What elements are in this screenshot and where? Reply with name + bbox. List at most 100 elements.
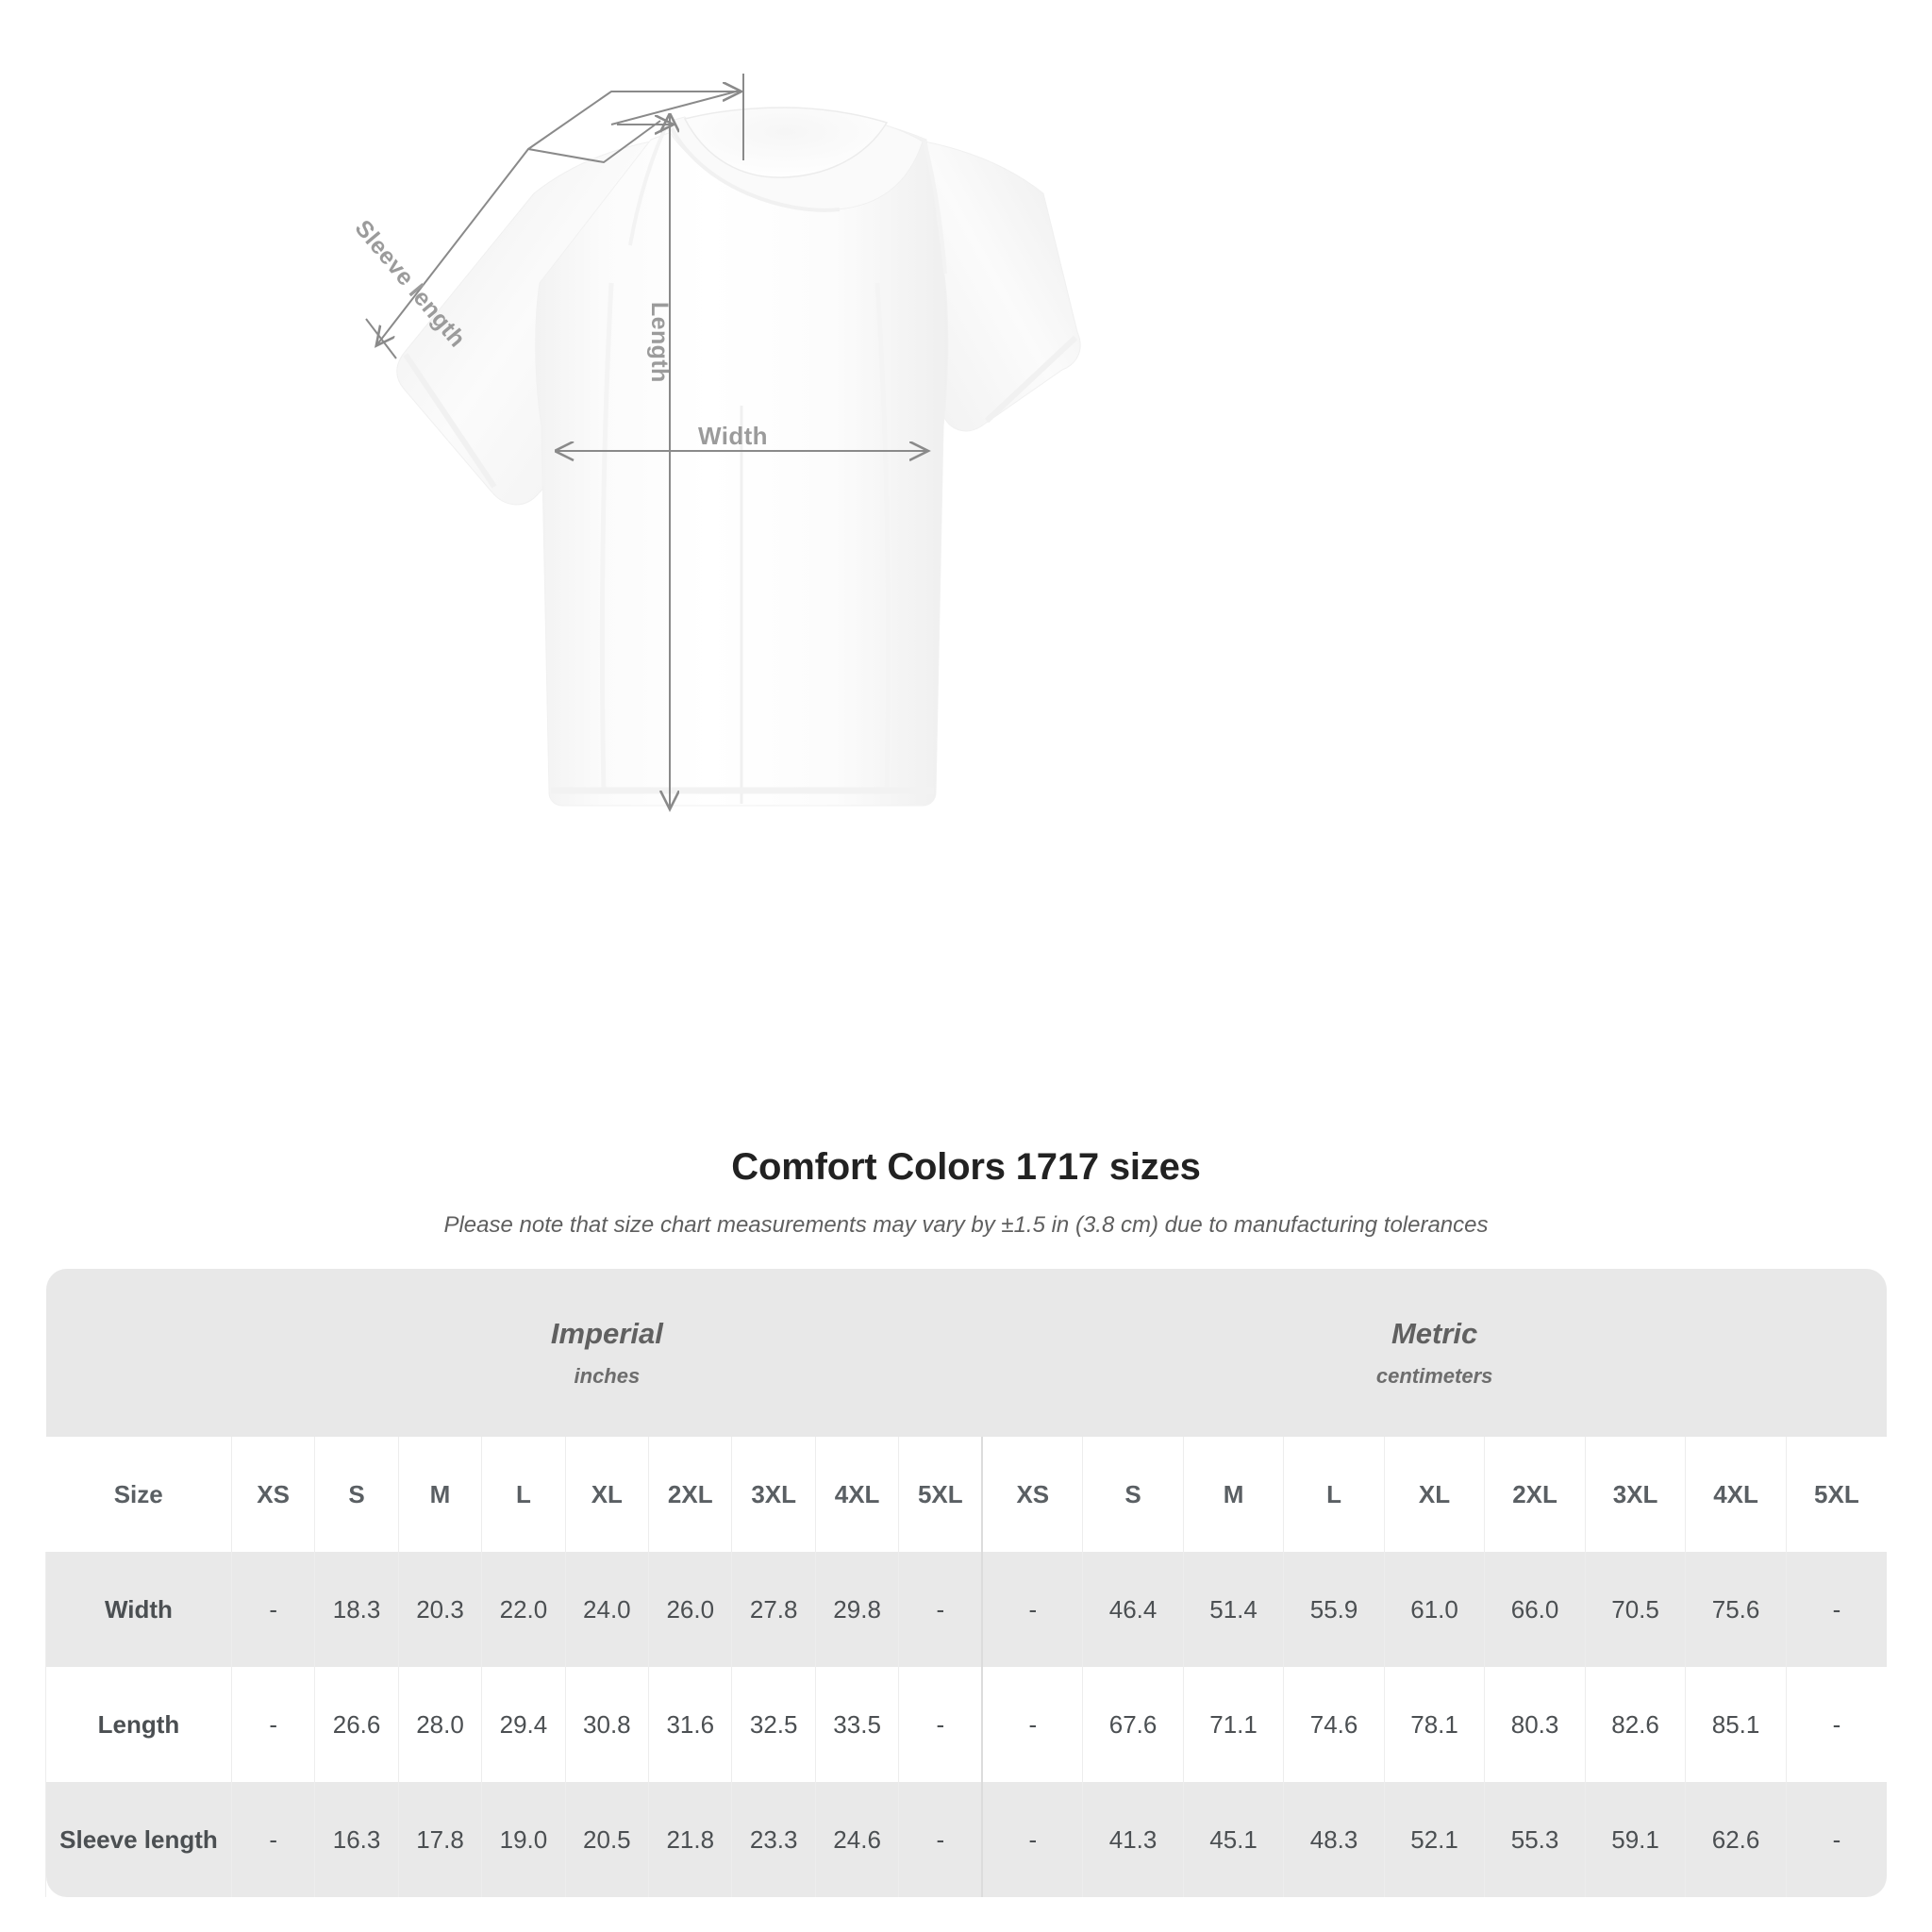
measurement-cell: 74.6 [1283,1667,1385,1782]
measurement-cell: 45.1 [1182,1782,1284,1897]
measurement-cell: 82.6 [1584,1667,1686,1782]
size-header-cell: XL [1383,1437,1485,1552]
measurement-label: Width [45,1552,232,1667]
measurement-cell: 31.6 [648,1667,732,1782]
unit-name: inches [574,1364,641,1389]
table-row: Sleeve length - 16.3 17.8 19.0 20.5 21.8… [45,1782,1887,1897]
size-header-cell: S [1082,1437,1184,1552]
measurement-cell: - [898,1667,983,1782]
measurement-cell: 33.5 [814,1667,899,1782]
unit-name: centimeters [1375,1364,1493,1389]
tshirt-svg [365,74,1081,1113]
unit-group-metric: Metric centimeters [982,1269,1887,1437]
measurement-cell: 55.9 [1283,1552,1385,1667]
measurement-cell: 51.4 [1182,1552,1284,1667]
size-header-cell: L [481,1437,566,1552]
tshirt-left-sleeve-hem [403,353,497,489]
measurement-cell: 27.8 [731,1552,816,1667]
size-header-cell: 3XL [1584,1437,1686,1552]
measurement-cell: - [898,1782,983,1897]
measurement-cell: 70.5 [1584,1552,1686,1667]
measurement-cell: 59.1 [1584,1782,1686,1897]
measurement-lines [365,74,926,808]
tshirt-right-sleeve-hem [984,335,1078,424]
measurement-cell: - [1785,1782,1887,1897]
unit-system-name: Imperial [550,1317,663,1351]
measurement-cell: 85.1 [1685,1667,1787,1782]
measurement-label: Length [45,1667,232,1782]
tshirt-right-sleeve [919,141,1081,432]
size-column-header: Size [45,1437,232,1552]
size-header-cell: 3XL [731,1437,816,1552]
measurement-cell: 78.1 [1383,1667,1485,1782]
tshirt-collar-ribbing [670,127,841,212]
sleeve-length-arrow [377,120,661,344]
measurement-cell: 55.3 [1484,1782,1586,1897]
measurement-cell: 32.5 [731,1667,816,1782]
measurement-cell: 75.6 [1685,1552,1787,1667]
measurement-cell: - [1785,1667,1887,1782]
measurement-cell: 29.4 [481,1667,566,1782]
size-header-cell: XS [981,1437,1083,1552]
size-header-cell: 5XL [1785,1437,1887,1552]
measurement-cell: - [981,1782,1083,1897]
size-chart-table: Imperial inches Metric centimeters Size … [45,1269,1887,1897]
size-header-cell: L [1283,1437,1385,1552]
size-header-cell: 5XL [898,1437,983,1552]
measurement-cell: - [981,1667,1083,1782]
page-title: Comfort Colors 1717 sizes [731,1146,1201,1188]
tshirt-fold-left [599,282,614,793]
measurement-cell: 26.0 [648,1552,732,1667]
measurement-cell: - [898,1552,983,1667]
measurement-cell: 24.6 [814,1782,899,1897]
measurement-cell: 18.3 [314,1552,399,1667]
measurement-cell: 80.3 [1484,1667,1586,1782]
measurement-cell: 17.8 [397,1782,482,1897]
measurement-cell: 20.3 [397,1552,482,1667]
unit-system-name: Metric [1391,1317,1478,1351]
table-row: Width - 18.3 20.3 22.0 24.0 26.0 27.8 29… [45,1552,1887,1667]
measurement-cell: 61.0 [1383,1552,1485,1667]
tolerance-note: Please note that size chart measurements… [443,1212,1489,1238]
tshirt-right-shoulder-seam [923,141,947,275]
measurement-cell: 29.8 [814,1552,899,1667]
measurement-cell: 67.6 [1082,1667,1184,1782]
unit-header-spacer [45,1269,232,1437]
size-header-cell: M [1182,1437,1284,1552]
measurement-cell: 22.0 [481,1552,566,1667]
measurement-cell: 26.6 [314,1667,399,1782]
measurement-cell: 19.0 [481,1782,566,1897]
length-label: Length [646,302,673,383]
measurement-cell: 41.3 [1082,1782,1184,1897]
shoulder-pointer-path [527,92,740,150]
measurement-cell: 24.0 [564,1552,649,1667]
measurement-cell: 23.3 [731,1782,816,1897]
size-header-cell: XS [230,1437,315,1552]
measurement-cell: - [230,1782,315,1897]
size-header-cell: XL [564,1437,649,1552]
measurement-cell: 71.1 [1182,1667,1284,1782]
width-label: Width [698,422,768,450]
size-header-row: Size XS S M L XL 2XL 3XL 4XL 5XL XS S M … [45,1437,1887,1552]
measurement-cell: 16.3 [314,1782,399,1897]
size-header-cell: S [314,1437,399,1552]
size-chart-table-container: Imperial inches Metric centimeters Size … [45,1269,1887,1897]
tshirt-fold-right [874,282,891,793]
measurement-cell: 52.1 [1383,1782,1485,1897]
size-header-cell: 2XL [1484,1437,1586,1552]
measurement-cell: 28.0 [397,1667,482,1782]
unit-group-imperial: Imperial inches [231,1269,983,1437]
size-header-cell: 4XL [814,1437,899,1552]
measurement-cell: 46.4 [1082,1552,1184,1667]
table-row: Length - 26.6 28.0 29.4 30.8 31.6 32.5 3… [45,1667,1887,1782]
measurement-cell: 48.3 [1283,1782,1385,1897]
measurement-cell: 20.5 [564,1782,649,1897]
measurement-cell: 21.8 [648,1782,732,1897]
tshirt-neck-opening [683,107,889,178]
tshirt-illustration: Sleeve length Length Width [350,74,1081,1113]
measurement-cell: 30.8 [564,1667,649,1782]
size-header-cell: 2XL [648,1437,732,1552]
measurement-label: Sleeve length [45,1782,232,1897]
measurement-cell: - [230,1667,315,1782]
